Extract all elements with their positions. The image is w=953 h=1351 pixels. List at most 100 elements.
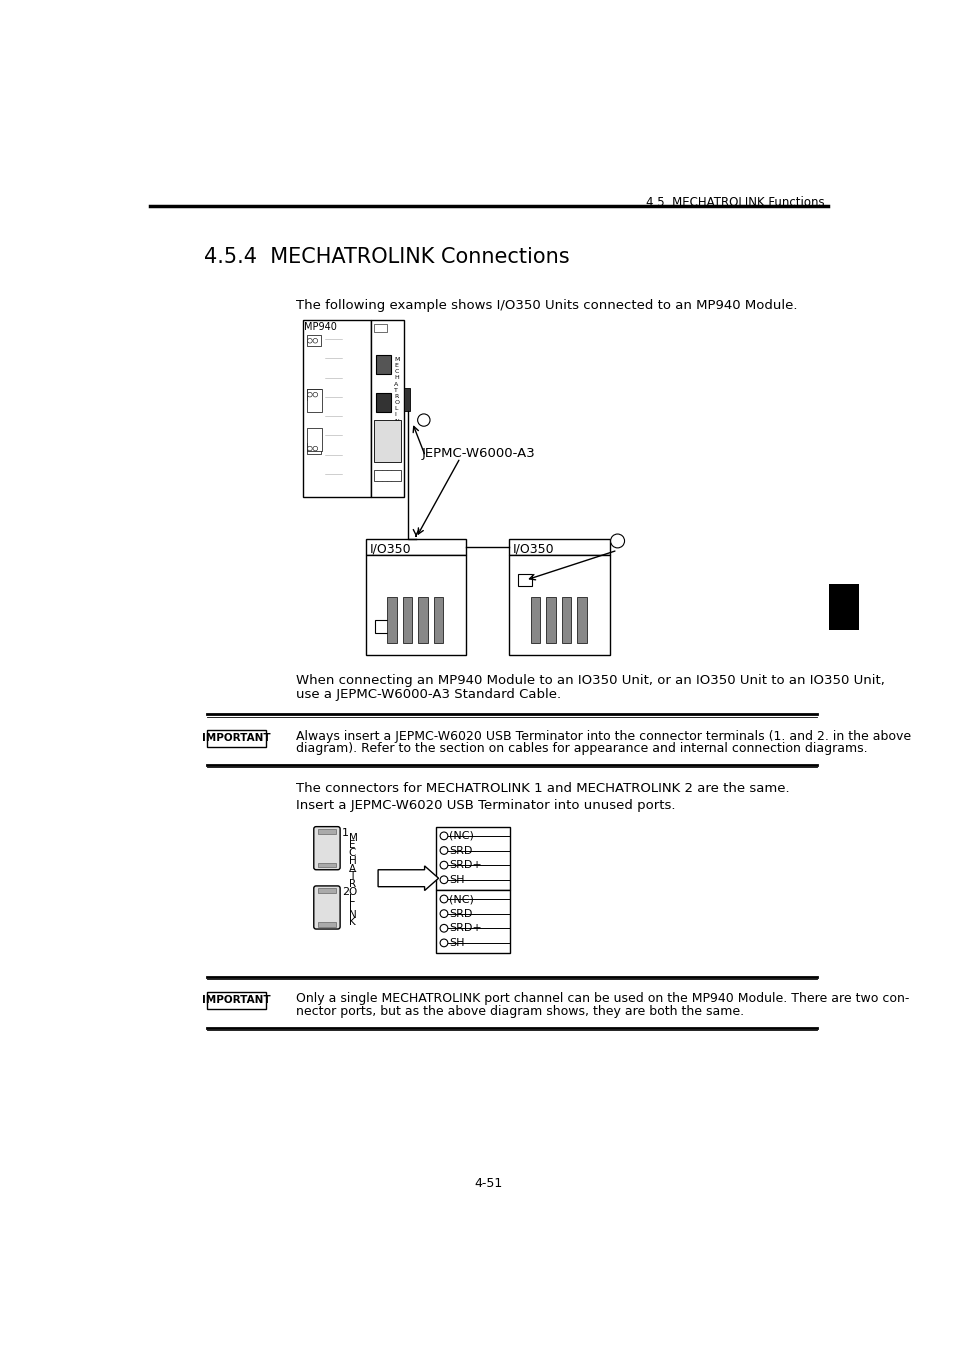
Text: A: A [348,863,355,874]
Polygon shape [402,597,412,643]
Text: N: N [394,419,398,423]
Text: N: N [348,909,356,920]
FancyBboxPatch shape [314,886,340,929]
Polygon shape [375,393,391,412]
Text: I/O350: I/O350 [369,543,411,555]
Text: When connecting an MP940 Module to an IO350 Unit, or an IO350 Unit to an IO350 U: When connecting an MP940 Module to an IO… [295,674,883,688]
Polygon shape [374,470,400,481]
Text: K: K [348,917,355,928]
Text: IMPORTANT: IMPORTANT [202,732,271,743]
Polygon shape [387,597,396,643]
Polygon shape [307,428,322,451]
Text: L: L [348,894,354,904]
Circle shape [439,847,447,854]
Text: (NC): (NC) [449,831,474,840]
Polygon shape [307,389,322,412]
Polygon shape [561,597,571,643]
Circle shape [313,446,317,451]
Polygon shape [546,597,555,643]
Text: M: M [348,832,357,843]
Polygon shape [365,555,466,655]
Text: 4.5  MECHATROLINK Functions: 4.5 MECHATROLINK Functions [645,196,823,209]
Circle shape [439,909,447,917]
Circle shape [417,413,430,426]
Text: L: L [394,407,397,411]
Circle shape [439,924,447,932]
Text: 2: 2 [341,886,349,897]
Text: M: M [394,357,399,362]
Text: MP940: MP940 [304,322,337,331]
Circle shape [439,896,447,902]
Text: SRD+: SRD+ [449,861,481,870]
Circle shape [313,392,317,397]
Circle shape [307,392,312,397]
Polygon shape [436,890,509,952]
Text: Insert a JEPMC-W6020 USB Terminator into unused ports.: Insert a JEPMC-W6020 USB Terminator into… [295,798,675,812]
Polygon shape [374,420,400,462]
Text: R: R [348,880,355,889]
Text: 4-51: 4-51 [475,1177,502,1190]
Circle shape [313,339,317,343]
Text: R: R [394,394,398,399]
Text: The following example shows I/O350 Units connected to an MP940 Module.: The following example shows I/O350 Units… [295,299,797,312]
Text: H: H [394,376,398,381]
Polygon shape [509,555,609,655]
Polygon shape [317,830,335,834]
Polygon shape [317,888,335,893]
Polygon shape [434,597,443,643]
Text: C: C [394,369,398,374]
Text: O: O [348,886,356,897]
Text: C: C [348,848,355,858]
Circle shape [307,446,312,451]
Polygon shape [317,923,335,927]
Text: (NC): (NC) [449,894,474,904]
Text: 1: 1 [341,828,348,838]
Polygon shape [307,389,320,400]
Text: I/O350: I/O350 [513,543,554,555]
Polygon shape [307,443,320,454]
Text: nector ports, but as the above diagram shows, they are both the same.: nector ports, but as the above diagram s… [295,1005,743,1017]
Circle shape [439,939,447,947]
Circle shape [610,534,624,549]
Text: IMPORTANT: IMPORTANT [202,996,271,1005]
Text: SRD+: SRD+ [449,923,481,934]
Polygon shape [371,320,403,497]
Text: E: E [348,840,355,851]
Text: Always insert a JEPMC-W6020 USB Terminator into the connector terminals (1. and : Always insert a JEPMC-W6020 USB Terminat… [295,730,910,743]
Text: A: A [394,381,398,386]
Bar [207,992,266,1009]
Text: I: I [394,412,395,417]
Polygon shape [365,539,466,555]
Polygon shape [403,388,410,411]
Text: 4.5.4  MECHATROLINK Connections: 4.5.4 MECHATROLINK Connections [204,247,570,266]
Polygon shape [436,827,509,890]
Text: T: T [348,871,355,881]
Text: O: O [394,400,399,405]
Polygon shape [375,620,389,632]
Text: The connectors for MECHATROLINK 1 and MECHATROLINK 2 are the same.: The connectors for MECHATROLINK 1 and ME… [295,782,789,794]
Text: ②: ② [612,536,622,547]
Text: SRD-: SRD- [449,846,476,855]
Text: I: I [348,902,352,912]
Text: K: K [394,424,398,430]
Text: SH: SH [449,938,464,948]
Text: JEPMC-W6000-A3: JEPMC-W6000-A3 [421,447,535,461]
Polygon shape [530,597,539,643]
FancyArrow shape [377,866,438,890]
Polygon shape [303,320,371,497]
Circle shape [439,862,447,869]
Bar [207,730,266,747]
Text: ①: ① [418,415,429,426]
Text: H: H [348,857,356,866]
Circle shape [439,875,447,884]
Text: 4: 4 [836,596,851,616]
Circle shape [307,339,312,343]
Circle shape [439,832,447,840]
FancyBboxPatch shape [314,827,340,870]
Polygon shape [828,584,858,631]
Text: Only a single MECHATROLINK port channel can be used on the MP940 Module. There a: Only a single MECHATROLINK port channel … [295,992,908,1005]
Text: SRD-: SRD- [449,909,476,919]
Polygon shape [418,597,427,643]
Polygon shape [375,354,391,374]
Text: diagram). Refer to the section on cables for appearance and internal connection : diagram). Refer to the section on cables… [295,742,866,755]
